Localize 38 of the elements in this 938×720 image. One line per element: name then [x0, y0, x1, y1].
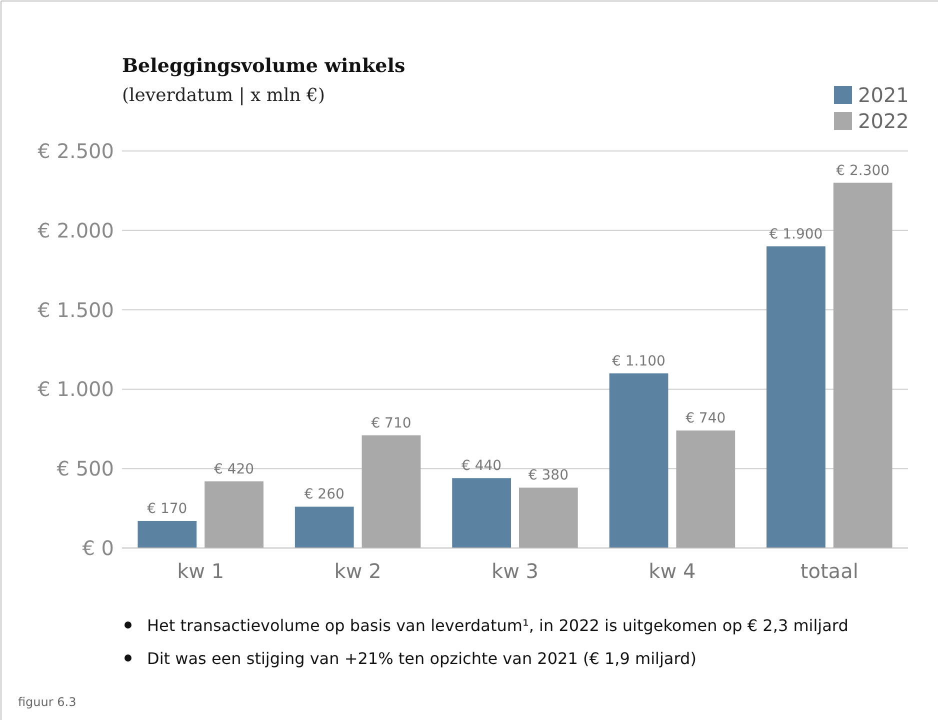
bar [609, 373, 668, 548]
y-tick-label: € 2.500 [38, 139, 114, 163]
bar [766, 246, 826, 548]
y-tick-label: € 2.000 [38, 218, 114, 242]
text: Dit was een stijging van +21% ten opzichte van 2021 (€ 1,9 miljard) [147, 649, 696, 668]
y-tick-label: € 500 [56, 456, 114, 481]
data-label: € 2.300 [836, 162, 890, 179]
y-tick-label: € 1.500 [38, 298, 114, 322]
legend-label: 2021 [858, 83, 909, 107]
data-label: € 1.100 [612, 353, 666, 370]
bar [362, 435, 421, 548]
data-label: € 380 [528, 468, 568, 484]
data-label: € 260 [304, 486, 344, 503]
y-tick-label: € 1.000 [38, 377, 114, 402]
data-label: € 710 [371, 415, 412, 432]
text: Het transactievolume op basis van leverdatum¹, in 2022 is uitgekomen op € 2,3 miljard [147, 616, 848, 635]
chart-subtitle: (leverdatum | x mln €) [122, 85, 326, 106]
data-label: € 1.900 [769, 226, 823, 242]
x-tick-label: kw 3 [491, 559, 539, 583]
x-tick-label: kw 4 [648, 559, 696, 583]
text: figuur 6.3 [18, 695, 76, 709]
data-label: € 170 [147, 501, 188, 518]
x-tick-label: kw 2 [334, 559, 382, 583]
bar [204, 481, 264, 548]
data-label: € 440 [462, 458, 502, 474]
bar [452, 478, 511, 548]
bar [676, 430, 736, 548]
legend-label: 2022 [858, 109, 909, 133]
data-label: € 740 [686, 410, 726, 426]
bar [519, 488, 578, 548]
bar [138, 521, 197, 548]
chart-title: Beleggingsvolume winkels [122, 55, 406, 77]
data-label: € 420 [214, 461, 254, 478]
bar [833, 182, 892, 548]
x-tick-label: kw 1 [177, 559, 224, 583]
bar [294, 506, 354, 548]
y-tick-label: € 0 [82, 536, 114, 560]
x-tick-label: totaal [800, 559, 858, 583]
